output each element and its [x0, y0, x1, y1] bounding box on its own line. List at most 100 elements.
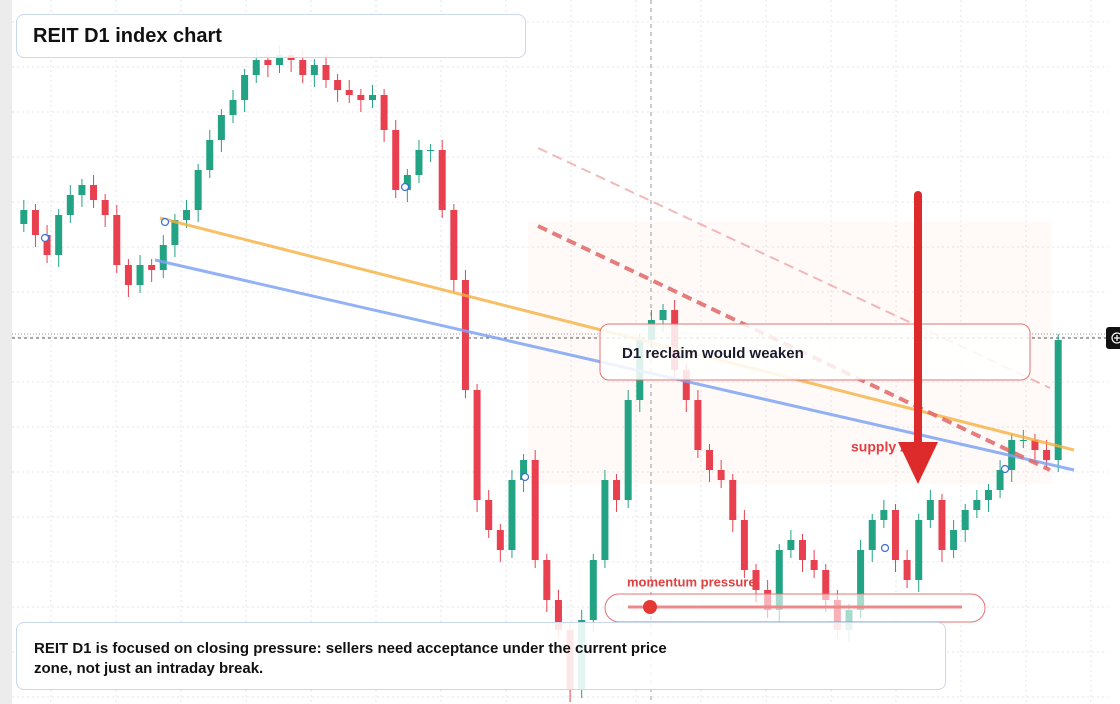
marker	[160, 217, 170, 227]
candle-body	[926, 500, 934, 520]
candle-body	[124, 265, 132, 285]
marker	[520, 472, 530, 482]
candle-body	[775, 550, 783, 610]
candle-body	[1031, 440, 1039, 450]
note-box: REIT D1 is focused on closing pressure: …	[16, 622, 946, 690]
candle-body	[973, 500, 981, 510]
reclaim-box	[599, 323, 1031, 381]
candle-body	[950, 530, 958, 550]
candle-body	[427, 150, 435, 151]
candle-body	[682, 370, 690, 400]
candle-body	[148, 265, 156, 270]
marker	[40, 233, 50, 243]
candle-body	[368, 95, 376, 100]
candle-body	[740, 520, 748, 570]
note: REIT D1 is focused on closing pressure: …	[34, 640, 667, 677]
candle-body	[229, 100, 237, 115]
candle-body	[252, 60, 260, 75]
candle-body	[217, 115, 225, 140]
candle-body	[276, 55, 283, 65]
reclaim-label: D1 reclaim would weaken	[622, 345, 804, 362]
candle-body	[171, 220, 179, 245]
candle-body	[194, 170, 202, 210]
candle-body	[508, 480, 516, 550]
candle-body	[136, 265, 144, 285]
candle-body	[857, 550, 865, 610]
slider-knob	[643, 600, 657, 614]
candle-body	[1054, 340, 1062, 460]
candle-body	[101, 200, 109, 215]
candle-body	[31, 210, 39, 235]
marker	[1000, 464, 1010, 474]
candle-body	[1019, 440, 1027, 441]
candle-body	[392, 130, 400, 190]
candle-body	[461, 280, 469, 390]
candle-body	[43, 235, 51, 255]
candle-body	[624, 400, 632, 500]
momentum-label: momentum pressure	[627, 574, 756, 589]
candle-body	[996, 470, 1004, 490]
candle-body	[310, 65, 318, 75]
candle-body	[299, 60, 307, 75]
candle-body	[206, 140, 214, 170]
candle-body	[787, 540, 795, 550]
candle-body	[903, 560, 911, 580]
arrow-head	[898, 442, 938, 484]
candle-body	[345, 90, 353, 95]
candle-body	[473, 390, 481, 500]
candle-body	[496, 530, 504, 550]
candle-body	[543, 560, 551, 600]
candle-body	[78, 185, 86, 195]
candle-body	[322, 65, 330, 80]
title-box: REIT D1 index chart	[16, 14, 526, 58]
candle-body	[717, 470, 725, 480]
candle-body	[880, 510, 888, 520]
candle-body	[706, 450, 714, 470]
candle-body	[55, 215, 63, 255]
candle-body	[20, 210, 28, 224]
candle-body	[868, 520, 876, 550]
tool-icon	[1114, 335, 1120, 341]
marker	[400, 182, 410, 192]
candle-body	[159, 245, 167, 270]
tool-icon	[1111, 332, 1120, 344]
title: REIT D1 index chart	[33, 25, 222, 47]
candle-body	[729, 480, 737, 520]
candle-body	[450, 210, 458, 280]
candle-body	[891, 510, 899, 560]
candle-body	[915, 520, 923, 580]
candle-body	[810, 560, 818, 570]
candle-body	[520, 460, 528, 480]
candle-body	[601, 480, 609, 560]
candle-body	[984, 490, 992, 500]
candle-body	[90, 185, 98, 200]
candle-body	[1043, 450, 1051, 460]
candle-body	[752, 570, 760, 590]
candle-body	[485, 500, 493, 530]
candle-body	[822, 570, 830, 600]
candle-body	[380, 95, 388, 130]
candle-body	[264, 60, 272, 65]
candle-body	[113, 215, 121, 265]
candle-body	[659, 310, 667, 320]
candle-body	[415, 150, 423, 175]
marker	[880, 543, 890, 553]
candle-body	[183, 210, 191, 220]
candle-body	[694, 400, 702, 450]
dashed-line	[537, 224, 1051, 472]
candle-body	[438, 150, 446, 210]
candle-body	[531, 460, 539, 560]
candle-body	[938, 500, 946, 550]
candle-body	[799, 540, 806, 560]
candle-body	[403, 175, 411, 190]
candle-body	[66, 195, 74, 215]
candle-body	[357, 95, 365, 100]
markers	[40, 182, 1010, 553]
candle-body	[241, 75, 249, 100]
candle-body	[334, 80, 342, 90]
side-strip	[0, 0, 12, 704]
candle-body	[613, 480, 621, 500]
candle-body	[554, 600, 562, 630]
